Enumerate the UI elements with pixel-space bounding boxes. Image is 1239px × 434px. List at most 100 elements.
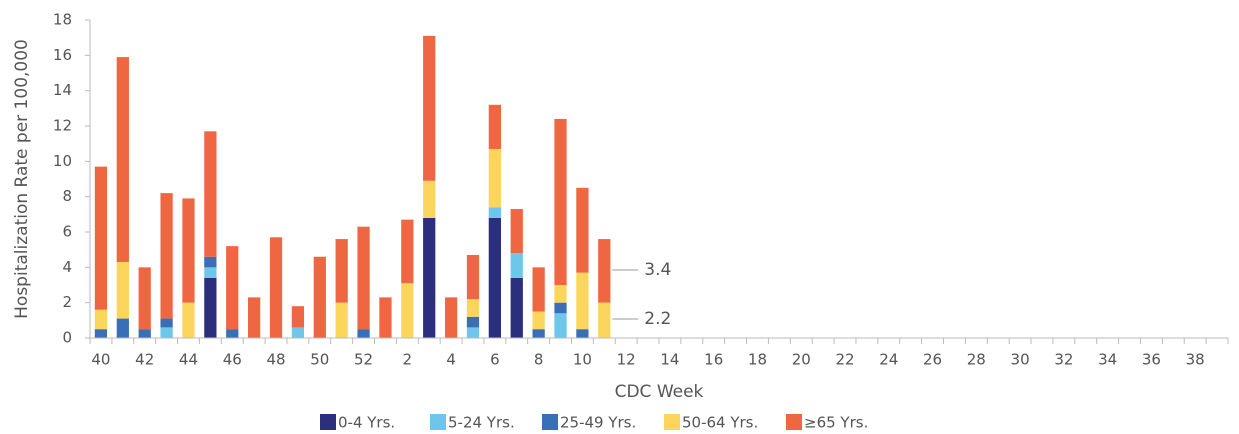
y-axis-title: Hospitalization Rate per 100,000 (12, 39, 32, 319)
bar-segment (401, 219, 414, 284)
bar-segment (488, 217, 501, 338)
bar-segment (532, 311, 545, 330)
bar-segment (466, 327, 480, 338)
bar-segment (466, 254, 480, 300)
bar-segment (226, 329, 239, 338)
bar-segment (576, 329, 589, 338)
bar-segment (204, 131, 217, 257)
bar-segment (182, 302, 195, 338)
bar-segment (510, 253, 523, 278)
bar-segment (510, 209, 523, 254)
bar-segment (576, 187, 589, 273)
x-tick-label: 32 (1054, 351, 1073, 369)
bar-segment (423, 35, 436, 181)
bar-segment (160, 318, 173, 328)
bar-segment (291, 327, 305, 338)
bar-segment (598, 239, 611, 303)
x-tick-label: 38 (1186, 351, 1205, 369)
x-axis-title: CDC Week (615, 382, 704, 402)
y-tick-label: 10 (53, 152, 72, 170)
x-tick-label: 6 (490, 351, 500, 369)
bar-segment (554, 118, 567, 285)
bar-segment (94, 329, 108, 338)
x-tick-label: 22 (835, 351, 854, 369)
bar-segment (204, 256, 217, 268)
bar-segment (160, 327, 173, 338)
legend-label: 0-4 Yrs. (338, 414, 395, 432)
bar-segment (269, 237, 283, 338)
bar-segment (226, 246, 239, 330)
x-tick-label: 16 (704, 351, 723, 369)
legend-label: 5-24 Yrs. (448, 414, 515, 432)
bar-segment (576, 272, 589, 330)
bar-segment (554, 285, 567, 303)
bar-segment (94, 309, 108, 330)
bar-segment (488, 104, 501, 149)
bar-segment (335, 239, 348, 303)
bar-segment (335, 302, 348, 338)
x-tick-label: 44 (179, 351, 198, 369)
bar-segment (204, 277, 217, 338)
x-tick-label: 10 (573, 351, 592, 369)
bar-segment (532, 329, 545, 338)
x-tick-label: 30 (1011, 351, 1030, 369)
x-tick-label: 36 (1142, 351, 1161, 369)
bar-segment (466, 299, 480, 317)
y-tick-label: 12 (53, 117, 72, 135)
legend-label: 50-64 Yrs. (682, 414, 758, 432)
bar-segment (313, 256, 326, 338)
x-tick-label: 4 (446, 351, 456, 369)
x-tick-label: 8 (534, 351, 544, 369)
x-tick-label: 28 (967, 351, 986, 369)
y-tick-label: 18 (53, 11, 72, 29)
bar-segment (138, 329, 151, 338)
bar-segment (248, 297, 261, 338)
legend-swatch (320, 414, 336, 430)
legend-label: 25-49 Yrs. (560, 414, 636, 432)
x-tick-label: 26 (923, 351, 942, 369)
y-tick-label: 8 (62, 187, 72, 205)
legend-swatch (664, 414, 680, 430)
bar-segment (554, 302, 567, 314)
bar-segment (160, 193, 173, 319)
x-tick-label: 24 (879, 351, 898, 369)
legend-swatch (542, 414, 558, 430)
y-tick-label: 0 (62, 329, 72, 347)
legend-label: ≥65 Yrs. (804, 414, 868, 432)
bar-segment (444, 297, 458, 338)
x-tick-label: 46 (223, 351, 242, 369)
bar-segment (357, 226, 370, 330)
legend-swatch (786, 414, 802, 430)
bar-segment (598, 302, 611, 338)
bar-segment (116, 57, 129, 263)
x-tick-label: 52 (354, 351, 373, 369)
bar-segment (138, 267, 151, 330)
legend-swatch (430, 414, 446, 430)
bar-segment (554, 313, 567, 338)
y-tick-label: 6 (62, 223, 72, 241)
bar-segment (423, 217, 436, 338)
bar-segment (532, 267, 545, 312)
annotation: 3.4 (644, 260, 671, 280)
bar-segment (423, 180, 436, 218)
bar-segment (94, 166, 108, 310)
bar-segment (204, 267, 217, 278)
bar-segment (466, 316, 480, 328)
x-tick-label: 14 (660, 351, 679, 369)
x-tick-label: 2 (403, 351, 413, 369)
bar-segment (401, 283, 414, 338)
x-tick-label: 34 (1098, 351, 1117, 369)
y-tick-label: 2 (62, 293, 72, 311)
x-tick-label: 48 (266, 351, 285, 369)
x-tick-label: 12 (617, 351, 636, 369)
bar-segment (182, 198, 195, 303)
annotation: 2.2 (644, 309, 671, 329)
y-tick-label: 4 (62, 258, 72, 276)
x-tick-label: 42 (135, 351, 154, 369)
x-tick-label: 18 (748, 351, 767, 369)
y-tick-label: 16 (53, 46, 72, 64)
y-tick-label: 14 (53, 81, 72, 99)
bar-segment (488, 207, 501, 218)
bar-segment (357, 329, 370, 338)
